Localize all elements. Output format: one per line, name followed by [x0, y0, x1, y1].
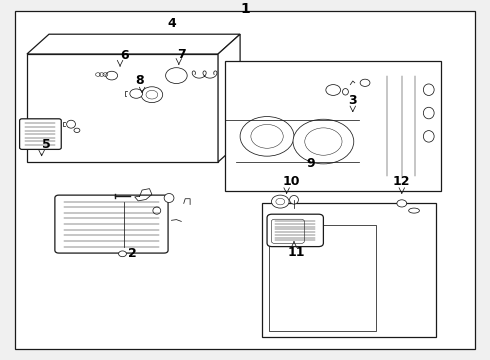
Text: 2: 2: [128, 247, 137, 260]
Text: 6: 6: [121, 49, 129, 62]
Text: 3: 3: [348, 94, 357, 107]
Ellipse shape: [409, 208, 419, 213]
Circle shape: [360, 79, 370, 86]
Ellipse shape: [423, 107, 434, 119]
Circle shape: [251, 125, 283, 148]
Ellipse shape: [290, 195, 298, 204]
Circle shape: [141, 87, 163, 103]
FancyBboxPatch shape: [55, 195, 168, 253]
Ellipse shape: [423, 84, 434, 95]
Ellipse shape: [423, 131, 434, 142]
Circle shape: [74, 128, 80, 132]
Text: 8: 8: [135, 75, 144, 87]
Bar: [27, 54, 218, 162]
Text: 7: 7: [177, 48, 186, 60]
Text: 12: 12: [393, 175, 411, 188]
Text: 9: 9: [307, 157, 316, 170]
Text: 4: 4: [167, 17, 176, 30]
Circle shape: [166, 68, 187, 84]
Circle shape: [397, 200, 407, 207]
FancyBboxPatch shape: [20, 119, 61, 149]
Text: 5: 5: [42, 138, 51, 150]
Ellipse shape: [153, 207, 161, 214]
Polygon shape: [27, 34, 240, 54]
Bar: [225, 61, 441, 191]
Polygon shape: [218, 34, 240, 162]
Text: 10: 10: [283, 175, 300, 188]
Circle shape: [276, 198, 285, 205]
Circle shape: [106, 71, 118, 80]
Circle shape: [271, 195, 289, 208]
Text: 11: 11: [288, 246, 305, 258]
Circle shape: [146, 90, 158, 99]
Circle shape: [293, 119, 354, 164]
Circle shape: [305, 128, 342, 155]
Bar: [262, 203, 436, 337]
Circle shape: [326, 85, 341, 95]
Circle shape: [240, 117, 294, 156]
Ellipse shape: [343, 89, 348, 95]
FancyBboxPatch shape: [267, 214, 323, 247]
Ellipse shape: [164, 194, 174, 202]
Ellipse shape: [67, 120, 75, 128]
Text: 1: 1: [240, 2, 250, 16]
Circle shape: [130, 89, 143, 98]
Circle shape: [119, 251, 126, 257]
Bar: [269, 225, 376, 331]
